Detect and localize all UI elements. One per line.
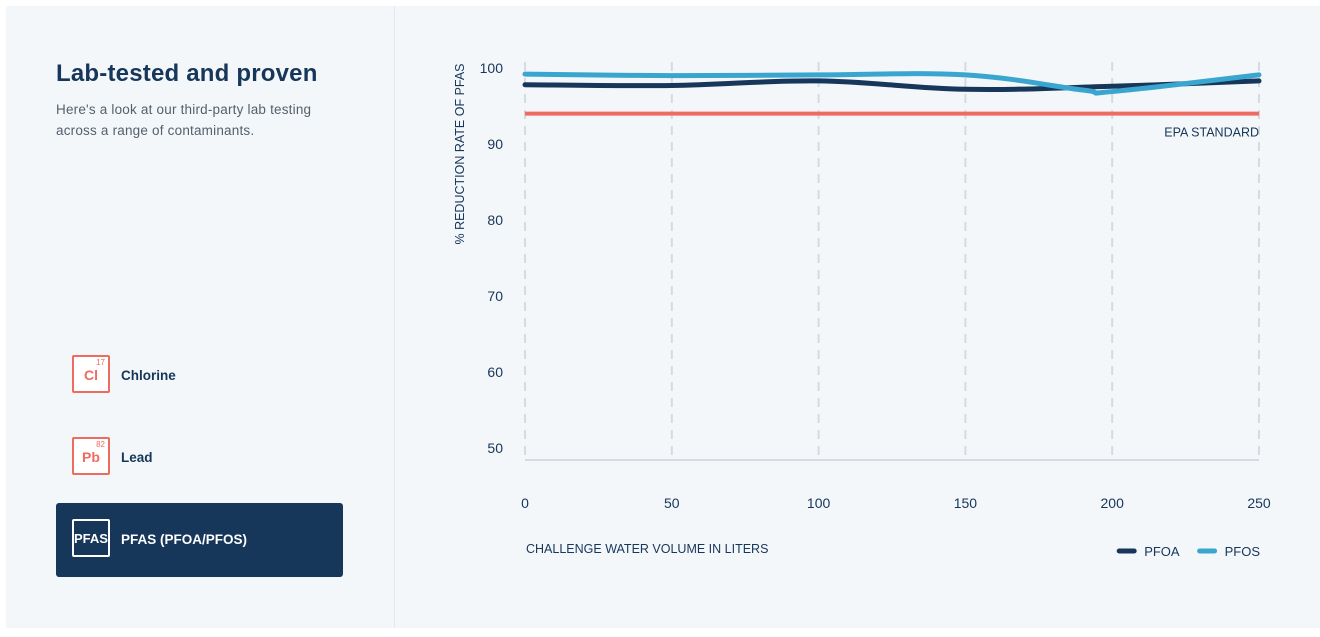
element-number: 17 [96, 358, 105, 367]
x-tick-label: 250 [1247, 495, 1271, 511]
y-tick-label: 90 [487, 136, 503, 152]
y-tick-label: 80 [487, 212, 503, 228]
element-number: 82 [96, 440, 105, 449]
series-line-pfos [522, 71, 1262, 96]
series-lines [522, 71, 1262, 96]
legend-label-pfoa: PFOA [1144, 544, 1180, 559]
y-tick-label: 50 [487, 440, 503, 456]
page-subtitle: Here's a look at our third-party lab tes… [56, 102, 312, 138]
element-symbol: PFAS [74, 531, 108, 546]
x-tick-label: 50 [664, 495, 680, 511]
epa-standard-label: EPA STANDARD [1164, 126, 1259, 140]
x-axis-title: CHALLENGE WATER VOLUME IN LITERS [526, 542, 768, 556]
lead-element-icon: Pb 82 [72, 437, 110, 475]
series-line-pfoa [522, 78, 1262, 92]
element-symbol: Cl [84, 367, 98, 383]
pfas-chart: 100 90 80 70 60 50 0 50 100 150 200 250 % REDUCTIO… [453, 60, 1271, 559]
chart-legend: PFOA PFOS [1116, 544, 1261, 559]
chart-grid [524, 62, 1260, 460]
legend-label-pfos: PFOS [1225, 544, 1261, 559]
y-tick-label: 100 [480, 60, 504, 76]
chlorine-element-icon: Cl 17 [72, 355, 110, 393]
x-tick-label: 150 [954, 495, 978, 511]
sidebar: Lab-tested and proven Here's a look at o… [6, 6, 395, 628]
contaminant-item-pfas[interactable]: PFAS PFAS (PFOA/PFOS) [56, 503, 343, 577]
contaminant-item-lead[interactable]: Pb 82 Lead [56, 421, 343, 495]
y-axis-ticks: 100 90 80 70 60 50 [480, 60, 504, 456]
contaminant-item-chlorine[interactable]: Cl 17 Chlorine [56, 339, 343, 413]
contaminant-label: Lead [121, 450, 153, 465]
x-tick-label: 200 [1101, 495, 1125, 511]
pfas-element-icon: PFAS [72, 519, 110, 557]
element-symbol: Pb [82, 449, 100, 465]
y-axis-title: % REDUCTION RATE OF PFAS [453, 63, 467, 244]
page-title: Lab-tested and proven [56, 60, 318, 87]
x-axis-ticks: 0 50 100 150 200 250 [521, 495, 1271, 511]
x-tick-label: 100 [807, 495, 831, 511]
contaminant-label: PFAS (PFOA/PFOS) [121, 532, 248, 547]
page-frame: Lab-tested and proven Here's a look at o… [6, 6, 1320, 628]
y-tick-label: 70 [487, 288, 503, 304]
x-tick-label: 0 [521, 495, 529, 511]
contaminant-label: Chlorine [121, 368, 176, 383]
y-tick-label: 60 [487, 364, 503, 380]
